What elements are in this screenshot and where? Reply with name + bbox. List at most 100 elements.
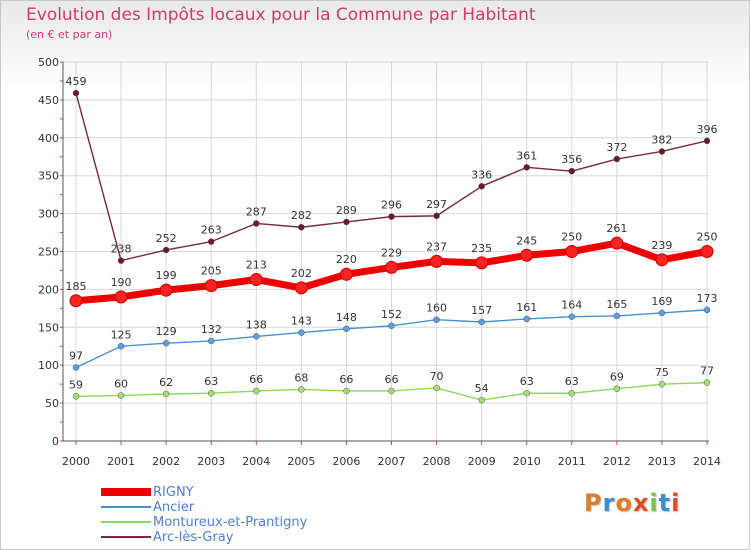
data-label: 54: [475, 382, 489, 395]
data-label: 157: [471, 304, 492, 317]
data-point: [478, 183, 485, 190]
data-label: 282: [291, 209, 312, 222]
data-label: 125: [111, 328, 132, 341]
data-label: 160: [426, 302, 447, 315]
legend-label: RIGNY: [153, 485, 194, 500]
legend-swatch: [101, 506, 151, 508]
data-point: [117, 392, 125, 399]
data-label: 63: [520, 375, 534, 388]
data-label: 63: [565, 375, 579, 388]
data-point: [249, 273, 263, 287]
data-point: [610, 236, 624, 250]
data-point: [433, 384, 440, 392]
data-label: 138: [246, 318, 267, 331]
data-point: [343, 218, 350, 226]
x-tick-label: 2001: [107, 455, 135, 468]
y-tick-label: 50: [45, 397, 59, 410]
data-label: 164: [561, 299, 582, 312]
data-label: 75: [655, 366, 669, 379]
data-label: 289: [336, 204, 357, 217]
data-point: [162, 390, 170, 398]
data-label: 297: [426, 198, 447, 211]
data-point: [478, 318, 485, 326]
data-label: 66: [385, 373, 399, 386]
data-label: 238: [111, 243, 132, 256]
data-label: 152: [381, 308, 402, 321]
data-point: [114, 290, 128, 304]
data-point: [69, 294, 83, 308]
data-point: [253, 220, 260, 227]
data-point: [703, 306, 711, 314]
data-label: 396: [697, 123, 718, 136]
data-label: 205: [201, 265, 222, 278]
data-point: [207, 337, 215, 345]
data-point: [523, 315, 530, 323]
data-label: 59: [69, 378, 83, 391]
y-tick-label: 300: [38, 208, 59, 221]
data-point: [520, 248, 534, 262]
data-label: 372: [606, 141, 627, 154]
data-point: [703, 379, 711, 386]
chart-title: Evolution des Impôts locaux pour la Comm…: [26, 5, 536, 25]
data-label: 173: [697, 292, 718, 305]
data-label: 459: [66, 75, 87, 88]
data-label: 165: [606, 298, 627, 311]
data-point: [162, 246, 170, 254]
data-label: 66: [339, 373, 353, 386]
x-tick-label: 2014: [693, 455, 721, 468]
data-label: 263: [201, 224, 222, 237]
data-label: 129: [156, 325, 177, 338]
data-point: [523, 164, 530, 171]
data-point: [207, 238, 215, 245]
data-label: 63: [204, 375, 218, 388]
data-point: [655, 253, 669, 267]
data-point: [72, 393, 80, 400]
data-point: [294, 281, 308, 295]
data-label: 287: [246, 205, 267, 218]
data-point: [613, 385, 621, 392]
x-tick-label: 2010: [513, 455, 541, 468]
data-point: [343, 387, 350, 395]
y-tick-label: 0: [52, 435, 59, 448]
data-point: [478, 396, 485, 404]
data-point: [72, 89, 80, 97]
x-tick-label: 2009: [468, 455, 496, 468]
y-tick-label: 150: [38, 321, 59, 334]
data-point: [385, 260, 398, 274]
data-point: [298, 386, 305, 393]
data-label: 62: [159, 376, 173, 389]
data-label: 245: [516, 234, 537, 247]
y-tick-label: 400: [38, 132, 59, 145]
data-point: [204, 279, 218, 293]
y-tick-label: 350: [38, 170, 59, 183]
data-point: [430, 254, 444, 268]
data-point: [298, 329, 305, 336]
x-tick-label: 2006: [332, 455, 360, 468]
data-label: 199: [156, 269, 177, 282]
y-tick-label: 250: [38, 246, 59, 259]
data-point: [613, 312, 621, 320]
data-point: [658, 380, 666, 388]
data-point: [162, 339, 170, 347]
data-label: 148: [336, 311, 357, 324]
data-point: [159, 283, 173, 297]
data-label: 382: [651, 133, 672, 146]
data-label: 229: [381, 246, 402, 259]
data-label: 220: [336, 253, 357, 266]
data-point: [117, 343, 125, 350]
data-label: 97: [69, 349, 83, 362]
data-point: [433, 316, 440, 323]
y-tick-label: 450: [38, 94, 59, 107]
legend-label: Montureux-et-Prantigny: [153, 515, 308, 530]
x-tick-label: 2003: [197, 455, 225, 468]
data-point: [568, 389, 576, 397]
y-tick-label: 200: [38, 283, 59, 296]
data-label: 77: [700, 365, 714, 378]
proxiti-logo: Proxiti: [584, 489, 681, 517]
data-point: [613, 155, 621, 163]
data-point: [388, 213, 395, 220]
x-tick-label: 2008: [423, 455, 451, 468]
data-point: [433, 212, 440, 220]
x-tick-label: 2007: [378, 455, 406, 468]
